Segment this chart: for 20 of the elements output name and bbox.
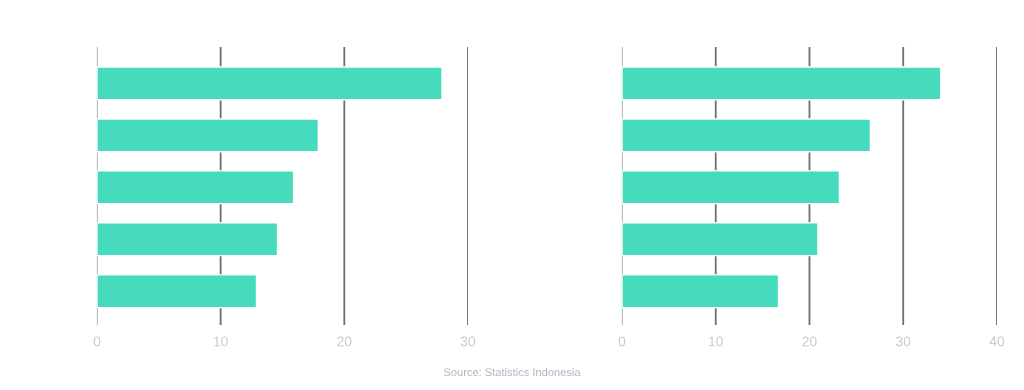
bar — [621, 118, 872, 153]
x-tick-label: 40 — [989, 336, 1005, 347]
bar — [621, 66, 942, 101]
x-tick-label: 0 — [93, 336, 101, 347]
bar — [96, 66, 443, 101]
x-tick-label: 10 — [213, 336, 228, 347]
bar — [621, 170, 841, 205]
x-tick-label: 30 — [460, 336, 476, 347]
bar — [96, 274, 258, 309]
x-tick-label: 20 — [337, 336, 352, 347]
x-tick-label: 10 — [709, 336, 723, 347]
x-tick-label: 0 — [618, 336, 626, 347]
bar — [621, 274, 780, 309]
bar — [96, 170, 295, 205]
bar — [621, 222, 819, 257]
x-tick-label: 30 — [896, 336, 911, 347]
x-tick-label: 20 — [802, 336, 817, 347]
source-note: Source: Statistics Indonesia — [443, 367, 581, 377]
bar — [96, 222, 279, 257]
bar — [96, 118, 320, 153]
